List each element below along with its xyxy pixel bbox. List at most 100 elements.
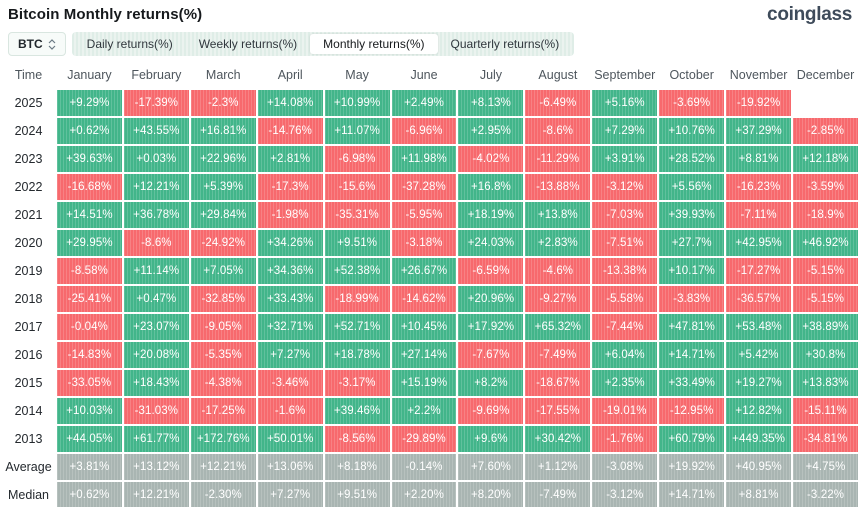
return-cell: +61.77% — [123, 426, 189, 452]
row-label: 2015 — [14, 376, 43, 390]
return-cell: +13.83% — [793, 370, 858, 396]
return-cell: -8.56% — [324, 426, 390, 452]
return-cell: -2.85% — [793, 118, 858, 144]
return-cell: -0.04% — [57, 314, 122, 340]
return-cell: +11.07% — [324, 118, 390, 144]
return-cell: +0.62% — [57, 118, 122, 144]
return-cell: +5.56% — [659, 174, 725, 200]
return-cell: +12.18% — [793, 146, 858, 172]
return-cell: +14.08% — [257, 90, 323, 116]
return-cell: +39.63% — [57, 146, 122, 172]
return-cell: +34.26% — [257, 230, 323, 256]
return-cell: -3.46% — [257, 370, 323, 396]
return-cell: +15.19% — [391, 370, 457, 396]
return-cell: +8.18% — [324, 454, 390, 480]
return-cell: +17.92% — [458, 314, 524, 340]
month-column-header: November — [729, 67, 788, 82]
return-cell: +18.19% — [458, 202, 524, 228]
return-cell: -29.89% — [391, 426, 457, 452]
return-cell: -18.67% — [525, 370, 591, 396]
return-cell: -25.41% — [57, 286, 122, 312]
return-cell: -15.11% — [793, 398, 858, 424]
return-cell: -0.14% — [391, 454, 457, 480]
return-cell: -31.03% — [123, 398, 189, 424]
row-label: 2019 — [14, 264, 43, 278]
return-cell: +39.93% — [659, 202, 725, 228]
return-cell: -16.68% — [57, 174, 122, 200]
return-cell: +5.16% — [592, 90, 658, 116]
return-cell: -4.6% — [525, 258, 591, 284]
return-cell: +9.51% — [324, 482, 390, 507]
return-cell: +14.71% — [659, 342, 725, 368]
return-cell: +14.71% — [659, 482, 725, 507]
return-cell: -2.3% — [190, 90, 256, 116]
return-cell: +0.03% — [123, 146, 189, 172]
return-cell: +9.51% — [324, 230, 390, 256]
return-cell: +13.12% — [123, 454, 189, 480]
return-cell: -14.62% — [391, 286, 457, 312]
row-label: 2025 — [14, 96, 43, 110]
return-cell: +65.32% — [525, 314, 591, 340]
row-label: 2024 — [14, 124, 43, 138]
return-cell: +2.83% — [525, 230, 591, 256]
return-cell: +27.14% — [391, 342, 457, 368]
return-cell: +46.92% — [793, 230, 858, 256]
return-cell: -19.01% — [592, 398, 658, 424]
return-cell: -5.15% — [793, 286, 858, 312]
return-cell: -11.29% — [525, 146, 591, 172]
row-label: 2021 — [14, 208, 43, 222]
return-cell: +43.55% — [123, 118, 189, 144]
tab-quarterly-returns[interactable]: Quarterly returns(%) — [450, 37, 560, 51]
return-cell: +3.81% — [57, 454, 122, 480]
return-cell: -1.6% — [257, 398, 323, 424]
return-cell: +36.78% — [123, 202, 189, 228]
return-cell: -35.31% — [324, 202, 390, 228]
return-cell: +13.8% — [525, 202, 591, 228]
return-cell: +449.35% — [726, 426, 792, 452]
up-down-arrows-icon — [48, 38, 56, 50]
return-cell: -2.30% — [190, 482, 256, 507]
month-column-header: March — [205, 67, 241, 82]
return-cell: +5.42% — [726, 342, 792, 368]
return-cell: +7.27% — [257, 482, 323, 507]
return-cell: -18.99% — [324, 286, 390, 312]
return-cell: -17.3% — [257, 174, 323, 200]
return-cell: +11.14% — [123, 258, 189, 284]
return-cell: +2.35% — [592, 370, 658, 396]
return-cell: +34.36% — [257, 258, 323, 284]
tab-monthly-returns[interactable]: Monthly returns(%) — [310, 34, 438, 54]
page-title: Bitcoin Monthly returns(%) — [8, 6, 203, 23]
return-cell: -37.28% — [391, 174, 457, 200]
tab-daily-returns[interactable]: Daily returns(%) — [86, 37, 173, 51]
return-cell: -32.85% — [190, 286, 256, 312]
return-cell: +33.49% — [659, 370, 725, 396]
return-cell: -7.49% — [525, 482, 591, 507]
return-cell: -3.12% — [592, 482, 658, 507]
month-column-header: August — [538, 67, 578, 82]
return-cell: -17.25% — [190, 398, 256, 424]
row-label: 2017 — [14, 320, 43, 334]
return-cell: +39.46% — [324, 398, 390, 424]
month-column-header: July — [479, 67, 503, 82]
month-column-header: April — [277, 67, 303, 82]
return-cell: +20.96% — [458, 286, 524, 312]
return-cell: +53.48% — [726, 314, 792, 340]
return-cell: +29.95% — [57, 230, 122, 256]
tab-weekly-returns[interactable]: Weekly returns(%) — [198, 37, 298, 51]
month-column-header: June — [410, 67, 438, 82]
return-cell: -5.15% — [793, 258, 858, 284]
return-cell: +8.81% — [726, 482, 792, 507]
month-column-header: September — [594, 67, 656, 82]
return-cell: -33.05% — [57, 370, 122, 396]
return-cell: -13.88% — [525, 174, 591, 200]
return-cell: +4.75% — [793, 454, 858, 480]
return-cell: +19.92% — [659, 454, 725, 480]
return-cell: -15.6% — [324, 174, 390, 200]
return-cell: +27.7% — [659, 230, 725, 256]
month-column-header: December — [796, 67, 855, 82]
symbol-selector[interactable]: BTC — [8, 32, 66, 56]
return-cell: +7.29% — [592, 118, 658, 144]
return-cell: +12.21% — [123, 174, 189, 200]
return-cell: +16.8% — [458, 174, 524, 200]
